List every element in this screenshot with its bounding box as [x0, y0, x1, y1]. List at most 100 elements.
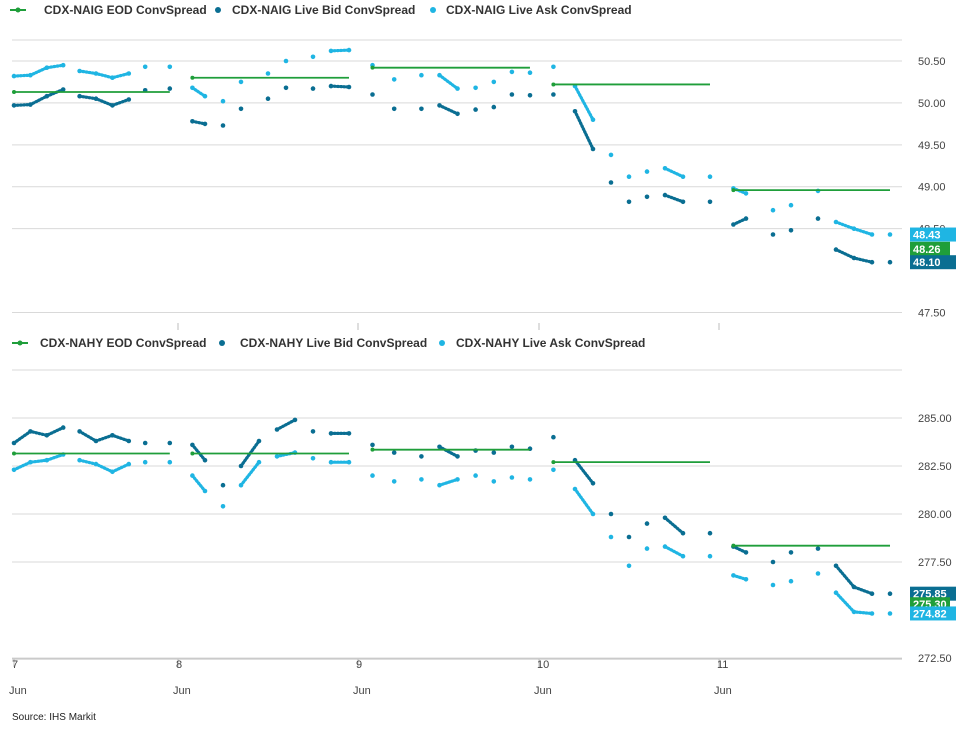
series-line-ask — [190, 86, 207, 98]
data-point-ask — [328, 48, 334, 54]
data-point-bid — [28, 102, 33, 107]
data-point-ask — [238, 79, 244, 85]
x-tick-month: Jun — [714, 685, 732, 697]
data-point-ask — [851, 226, 857, 231]
data-point-ask — [455, 86, 460, 91]
data-point-ask — [707, 174, 713, 179]
data-point-ask — [590, 511, 596, 517]
data-point-bid — [167, 86, 173, 91]
legend-marker-eod — [17, 340, 23, 346]
data-point-ask — [202, 93, 208, 99]
data-point-bid — [644, 194, 650, 200]
data-point-ask — [126, 71, 132, 76]
data-point-bid — [509, 92, 515, 97]
data-point-bid — [590, 146, 596, 152]
data-point-bid — [887, 591, 893, 596]
data-point-bid — [110, 103, 115, 108]
eod-marker — [551, 82, 556, 87]
data-point-ask — [851, 609, 857, 615]
data-point-bid — [328, 83, 334, 89]
series-line-bid — [573, 458, 595, 485]
legend-item-ask[interactable]: CDX-NAHY Live Ask ConvSpread — [439, 336, 645, 350]
data-point-bid — [869, 591, 875, 596]
data-point-bid — [680, 199, 686, 205]
x-tick-day: 11 — [717, 659, 728, 671]
data-point-bid — [437, 444, 442, 450]
data-point-ask — [142, 64, 148, 70]
data-point-ask — [126, 461, 132, 467]
data-point-bid — [283, 85, 289, 91]
data-point-ask — [680, 174, 686, 179]
data-point-bid — [256, 438, 262, 444]
data-point-bid — [238, 106, 244, 112]
data-point-ask — [77, 457, 82, 463]
legend-item-bid[interactable]: CDX-NAHY Live Bid ConvSpread — [219, 336, 427, 350]
data-point-bid — [608, 180, 614, 185]
series-line-ask — [239, 460, 261, 487]
legend-label-bid: CDX-NAIG Live Bid ConvSpread — [232, 3, 415, 17]
series-line-ask — [190, 474, 207, 493]
data-point-bid — [238, 463, 244, 469]
legend-marker-bid — [219, 340, 225, 346]
series-line-ask — [12, 63, 65, 78]
x-tick-day: 9 — [356, 659, 362, 671]
data-point-bid — [126, 438, 132, 444]
last-value-label-ask: 48.43 — [913, 230, 941, 242]
data-point-ask — [346, 459, 352, 465]
data-point-ask — [60, 62, 66, 68]
data-point-ask — [770, 582, 776, 588]
data-point-bid — [202, 121, 208, 127]
legend-item-eod[interactable]: CDX-NAIG EOD ConvSpread — [10, 3, 207, 17]
data-point-ask — [869, 232, 875, 237]
data-point-ask — [77, 68, 82, 74]
last-value-label-ask: 274.82 — [913, 608, 947, 620]
data-point-ask — [28, 459, 33, 465]
series-line-bid — [12, 426, 65, 445]
data-point-bid — [142, 440, 148, 446]
last-value-label-eod: 48.26 — [913, 244, 941, 256]
data-point-bid — [626, 534, 632, 540]
series-line-bid — [663, 516, 685, 535]
data-point-ask — [626, 563, 632, 569]
data-point-ask — [328, 459, 334, 465]
data-point-bid — [167, 440, 173, 446]
y-tick-label: 47.50 — [918, 308, 946, 320]
legend-item-ask[interactable]: CDX-NAIG Live Ask ConvSpread — [430, 3, 632, 17]
data-point-ask — [833, 219, 839, 225]
data-point-bid — [707, 530, 713, 536]
data-point-bid — [662, 515, 668, 521]
legend-marker-ask — [430, 7, 436, 13]
eod-marker — [12, 451, 16, 456]
data-point-bid — [815, 216, 821, 221]
data-point-bid — [527, 93, 533, 98]
data-point-bid — [551, 434, 556, 440]
data-point-bid — [44, 93, 50, 99]
legend-label-ask: CDX-NAHY Live Ask ConvSpread — [456, 336, 645, 350]
data-point-ask — [93, 461, 99, 467]
legend-item-bid[interactable]: CDX-NAIG Live Bid ConvSpread — [215, 3, 415, 17]
data-point-bid — [110, 433, 115, 438]
series-line-ask — [437, 73, 460, 91]
y-tick-label: 282.50 — [918, 461, 952, 473]
data-point-ask — [833, 590, 839, 595]
data-point-bid — [202, 457, 208, 463]
x-tick-day: 7 — [12, 659, 18, 671]
last-value-box-eod — [910, 241, 950, 256]
data-point-ask — [419, 477, 424, 482]
data-point-ask — [419, 72, 424, 78]
last-value-box-ask — [910, 227, 956, 242]
data-point-ask — [11, 467, 17, 473]
eod-marker — [12, 89, 16, 94]
last-value-box-ask — [910, 606, 956, 621]
y-tick-label: 285.00 — [918, 413, 952, 425]
data-point-bid — [680, 530, 686, 536]
legend-item-eod[interactable]: CDX-NAHY EOD ConvSpread — [12, 336, 206, 350]
data-point-bid — [509, 444, 515, 450]
legend: CDX-NAHY EOD ConvSpread CDX-NAHY Live Bid… — [12, 336, 645, 350]
data-point-bid — [60, 87, 66, 92]
data-point-bid — [274, 427, 280, 432]
data-point-ask — [256, 459, 262, 465]
data-point-ask — [310, 54, 316, 60]
